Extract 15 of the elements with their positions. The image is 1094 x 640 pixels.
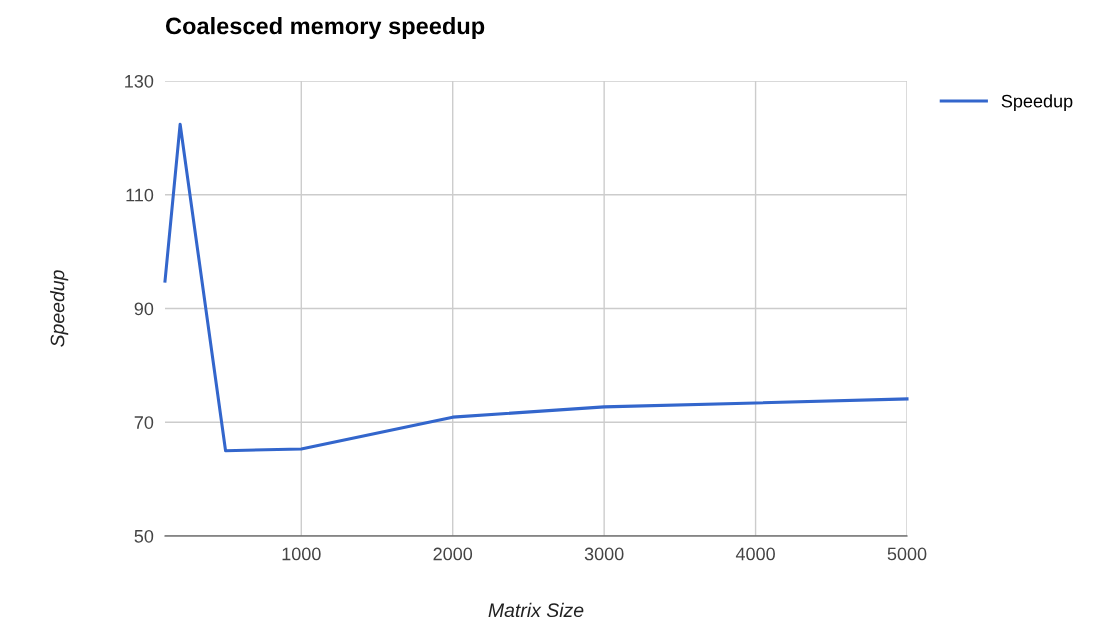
- y-axis-title: Speedup: [50, 270, 69, 347]
- y-tick-label: 130: [125, 74, 154, 88]
- chart-title: Coalesced memory speedup: [165, 17, 485, 39]
- x-tick-label: 3000: [584, 547, 624, 561]
- y-tick-label: 70: [134, 416, 154, 429]
- x-tick-label: 1000: [282, 547, 321, 561]
- y-tick-label: 110: [126, 188, 154, 202]
- y-tick-label: 50: [134, 529, 154, 543]
- x-axis-title: Matrix Size: [488, 602, 584, 618]
- line-series: [163, 122, 909, 453]
- x-tick-label: 4000: [735, 547, 775, 561]
- x-tick-label: 5000: [887, 547, 927, 561]
- x-tick-label: 2000: [433, 547, 473, 561]
- legend-label: Speedup: [1001, 94, 1073, 112]
- y-tick-label: 90: [134, 302, 154, 316]
